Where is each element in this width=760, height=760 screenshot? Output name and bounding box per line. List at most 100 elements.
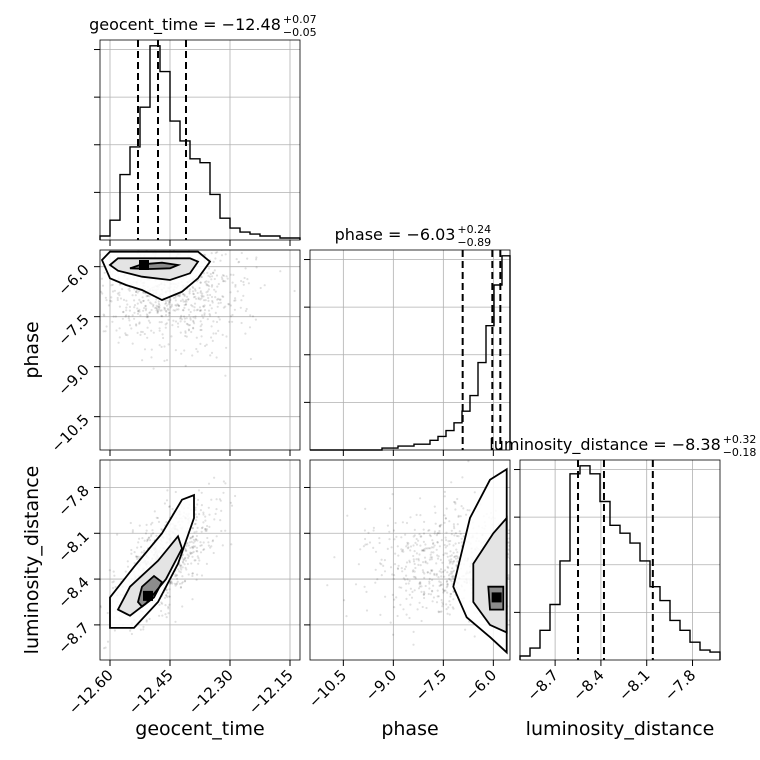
y-tick-label: −8.1 [54,527,92,565]
sample-point [422,593,425,596]
sample-point [414,575,417,579]
sample-point [229,291,232,294]
sample-point [174,245,176,247]
sample-point [199,328,202,332]
sample-point [189,536,192,540]
sample-point [185,549,188,553]
sample-point [563,554,565,556]
sample-point [421,605,424,609]
sample-point [134,555,138,558]
sample-point [97,275,99,277]
sample-point [521,577,523,579]
y-tick-label: −7.8 [54,482,92,520]
y-axis-label-luminosity_distance: luminosity_distance [21,466,43,655]
sample-point [453,555,456,559]
sample-point [430,569,433,572]
sample-point [427,547,430,550]
sample-point [466,509,469,512]
sample-point [446,584,449,588]
sample-point [152,331,155,334]
sample-point [202,511,205,514]
sample-point [542,519,544,521]
sample-point [376,578,379,581]
sample-point [103,647,106,650]
sample-point [174,490,177,494]
sample-point [408,559,411,562]
sample-point [207,267,211,270]
sample-point [423,549,426,552]
sample-point [191,527,194,530]
histogram-geocent_time [99,45,301,240]
sample-point [118,336,121,339]
sample-point [372,546,375,550]
sample-point [165,588,168,591]
sample-point [403,568,406,571]
sample-point [105,299,108,302]
sample-point [398,586,401,589]
sample-point [145,295,148,298]
sample-point [175,304,178,307]
sample-point [406,578,409,581]
sample-point [432,584,435,587]
sample-point [439,584,442,587]
sample-point [183,320,186,323]
sample-point [200,309,203,312]
contour-mid [116,534,183,617]
sample-point [213,288,216,291]
sample-point [522,616,524,618]
sample-point [106,611,109,615]
sample-point [184,300,187,303]
sample-point [103,271,106,274]
sample-point [205,284,208,287]
sample-point [433,530,436,533]
sample-point [142,299,145,302]
sample-point [138,537,141,540]
sample-point [546,537,548,539]
sample-point [174,296,177,299]
sample-point [233,308,236,311]
sample-point [246,257,249,260]
sample-point [531,542,533,544]
sample-point [220,254,224,257]
sample-point [97,604,99,606]
sample-point [516,534,518,536]
sample-point [169,298,172,301]
sample-point [86,262,88,264]
sample-point [207,541,210,544]
sample-point [516,547,518,549]
sample-point [436,595,439,598]
sample-point [146,538,149,541]
sample-point [206,536,209,540]
sample-point [211,540,214,543]
sample-point [128,286,131,290]
sample-point [432,551,435,554]
sample-point [137,310,140,313]
sample-point [454,542,457,545]
sample-point [556,568,558,570]
sample-point [424,547,427,550]
sample-point [165,309,168,312]
sample-point [405,589,408,592]
sample-point [527,550,529,552]
sample-point [191,536,194,539]
sample-point [215,320,219,324]
sample-point [430,556,434,559]
sample-point [225,346,228,349]
sample-point [412,554,415,558]
sample-point [183,294,186,298]
sample-point [190,562,193,565]
sample-point [126,303,129,306]
sample-point [163,359,166,362]
sample-point [619,553,621,555]
sample-point [175,574,178,577]
sample-point [167,318,170,321]
sample-point [364,537,367,541]
sample-point [168,311,171,315]
sample-point [190,304,193,307]
title-upper-error: +0.32 [723,433,757,446]
sample-point [170,303,173,306]
sample-point [544,545,546,547]
sample-point [417,557,420,561]
title-upper-error: +0.24 [457,223,491,236]
sample-point [115,329,118,332]
